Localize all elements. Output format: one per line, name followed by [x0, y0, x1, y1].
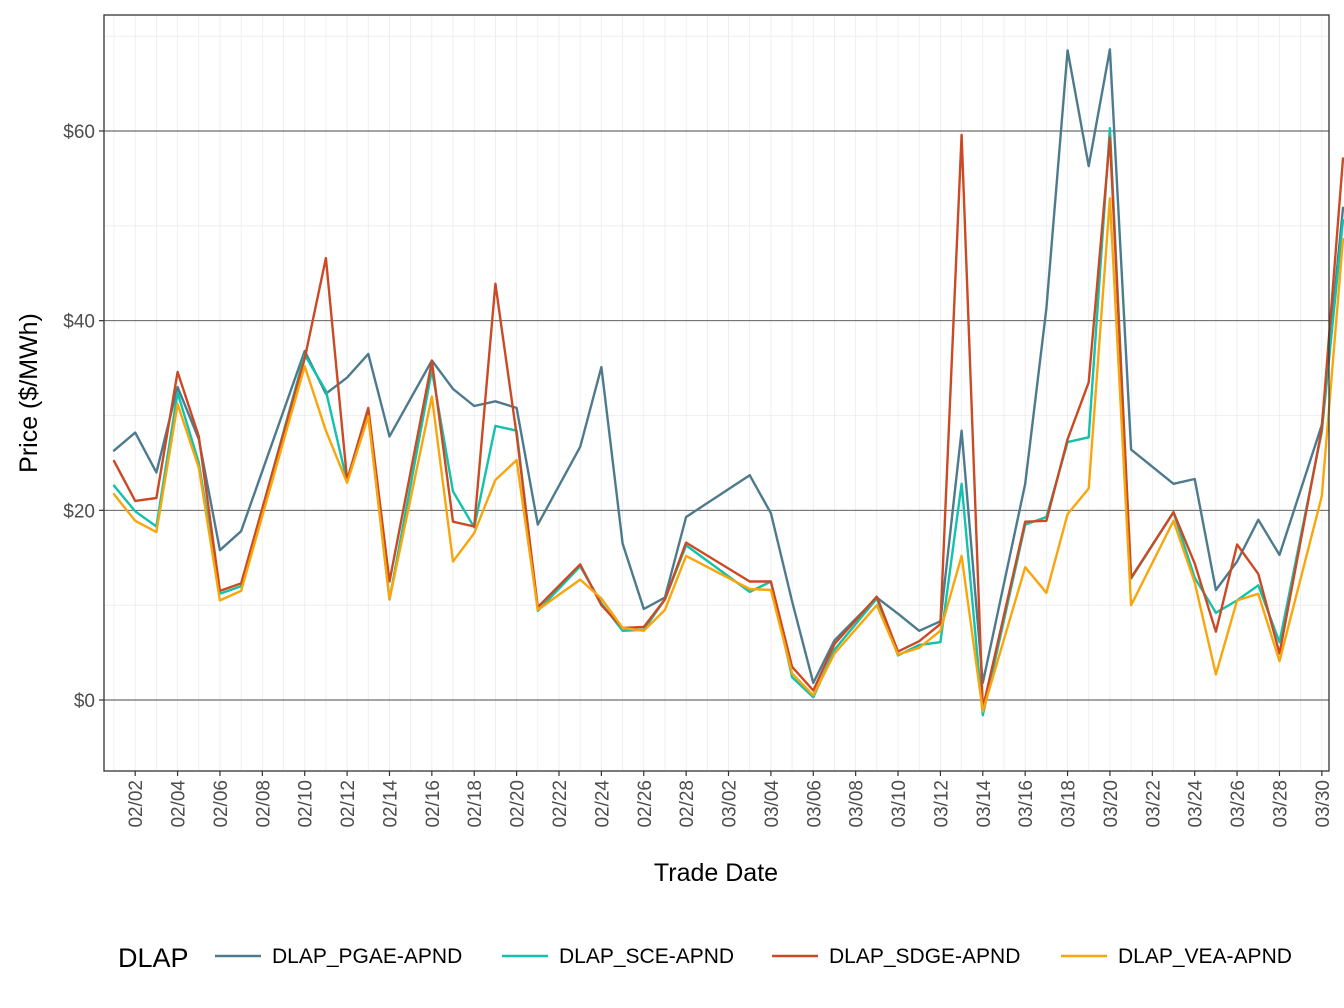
legend-title: DLAP	[118, 943, 189, 973]
series-lines	[112, 48, 1344, 717]
y-tick-label: $40	[63, 312, 95, 333]
y-tick-label: $60	[63, 122, 95, 143]
series-line-dlap-sdge-apnd	[112, 133, 1344, 710]
x-tick-label: 02/28	[677, 780, 698, 828]
x-tick-label: 02/22	[550, 780, 571, 828]
x-tick-label: 03/18	[1059, 780, 1080, 828]
y-tick-label: $20	[63, 501, 95, 522]
y-tick-label: $0	[74, 691, 95, 712]
legend-label: DLAP_VEA-APND	[1118, 945, 1292, 968]
x-tick-label: 02/24	[592, 780, 613, 828]
legend-label: DLAP_SCE-APND	[559, 945, 734, 968]
x-tick-label: 03/06	[804, 780, 825, 828]
y-axis-title: Price ($/MWh)	[15, 313, 43, 473]
x-tick-label: 02/26	[635, 780, 656, 828]
x-tick-label: 03/10	[889, 780, 910, 828]
legend-label: DLAP_SDGE-APND	[829, 945, 1020, 968]
x-tick-label: 03/30	[1313, 780, 1334, 828]
x-tick-label: 02/06	[211, 780, 232, 828]
legend: DLAP DLAP_PGAE-APND DLAP_SCE-APND DLAP_SDG…	[118, 943, 1292, 973]
x-tick-label: 03/20	[1101, 780, 1122, 828]
x-tick-label: 03/22	[1143, 780, 1164, 828]
x-tick-label: 02/20	[508, 780, 529, 828]
x-axis-title: Trade Date	[654, 859, 778, 887]
x-tick-label: 03/12	[931, 780, 952, 828]
x-tick-label: 03/28	[1270, 780, 1291, 828]
plot-panel	[104, 15, 1329, 771]
x-tick-label: 02/10	[296, 780, 317, 828]
x-tick-label: 02/08	[253, 780, 274, 828]
x-tick-label: 03/24	[1186, 780, 1207, 828]
x-tick-label: 03/02	[720, 780, 741, 828]
x-tick-label: 03/08	[847, 780, 868, 828]
x-tick-label: 03/04	[762, 780, 783, 828]
series-line-dlap-vea-apnd	[112, 197, 1344, 713]
x-tick-label: 03/26	[1228, 780, 1249, 828]
x-axis: 02/02 02/04 02/06 02/08 02/10 02/12 02/14 02/16…	[126, 771, 1334, 828]
x-tick-label: 02/02	[126, 780, 147, 828]
x-tick-label: 02/16	[423, 780, 444, 828]
plot-border	[103, 14, 1330, 772]
x-tick-label: 03/14	[974, 780, 995, 828]
x-tick-label: 03/16	[1016, 780, 1037, 828]
x-tick-label: 02/18	[465, 780, 486, 828]
x-tick-label: 02/12	[338, 780, 359, 828]
legend-label: DLAP_PGAE-APND	[272, 945, 462, 968]
y-axis: $0 $20 $40 $60	[63, 122, 104, 712]
x-tick-label: 02/14	[380, 780, 401, 828]
x-tick-label: 02/04	[169, 780, 190, 828]
